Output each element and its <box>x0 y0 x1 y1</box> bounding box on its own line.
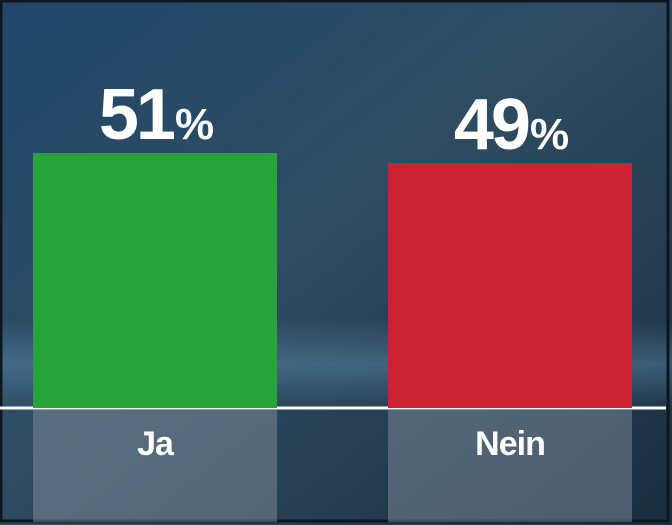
bar <box>388 163 632 408</box>
category-label: Ja <box>137 425 175 463</box>
value-label: 51% <box>99 75 213 155</box>
value-label: 49% <box>454 85 568 165</box>
label-box <box>388 410 632 522</box>
bar <box>33 153 277 408</box>
label-box <box>33 410 277 522</box>
category-label: Nein <box>475 425 545 463</box>
